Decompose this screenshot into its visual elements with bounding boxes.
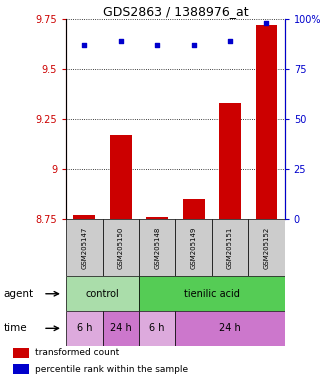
Bar [13, 364, 28, 374]
Bar [175, 311, 285, 346]
Text: GSM205151: GSM205151 [227, 227, 233, 269]
Text: GSM205152: GSM205152 [263, 227, 269, 269]
Point [82, 42, 87, 48]
Bar [66, 311, 103, 346]
Text: GSM205150: GSM205150 [118, 227, 124, 269]
Text: agent: agent [3, 289, 33, 299]
Point [155, 42, 160, 48]
Point [227, 38, 233, 44]
Bar [146, 217, 168, 219]
Point [264, 20, 269, 26]
FancyBboxPatch shape [139, 219, 175, 276]
Bar [139, 311, 175, 346]
Text: percentile rank within the sample: percentile rank within the sample [35, 364, 188, 374]
Bar [103, 311, 139, 346]
Bar [183, 199, 205, 219]
FancyBboxPatch shape [175, 219, 212, 276]
Text: 24 h: 24 h [110, 323, 132, 333]
Text: 6 h: 6 h [150, 323, 165, 333]
Bar [73, 215, 95, 219]
FancyBboxPatch shape [103, 219, 139, 276]
Text: GSM205148: GSM205148 [154, 227, 160, 269]
Text: 24 h: 24 h [219, 323, 241, 333]
FancyBboxPatch shape [212, 219, 248, 276]
Point [118, 38, 123, 44]
Text: GSM205149: GSM205149 [191, 227, 197, 269]
Title: GDS2863 / 1388976_at: GDS2863 / 1388976_at [103, 5, 248, 18]
Text: 6 h: 6 h [77, 323, 92, 333]
Bar [256, 25, 277, 219]
Text: transformed count: transformed count [35, 348, 119, 358]
Bar [219, 103, 241, 219]
FancyBboxPatch shape [248, 219, 285, 276]
FancyBboxPatch shape [66, 219, 103, 276]
Text: tienilic acid: tienilic acid [184, 289, 240, 299]
Text: time: time [3, 323, 27, 333]
Bar [110, 135, 132, 219]
Bar [139, 276, 285, 311]
Point [191, 42, 196, 48]
Text: control: control [86, 289, 119, 299]
Text: GSM205147: GSM205147 [81, 227, 87, 269]
Bar [66, 276, 139, 311]
Bar [13, 348, 28, 358]
